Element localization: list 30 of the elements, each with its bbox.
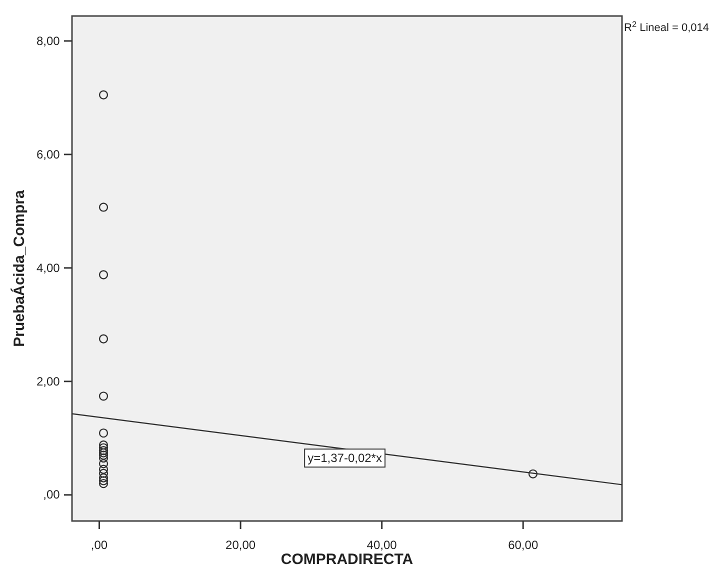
text: R$^{2}$ Lineal = 0,014	[624, 20, 710, 34]
point	[98, 450, 108, 460]
point	[98, 334, 108, 344]
point	[98, 459, 108, 468]
annotation: y=1,37-0,02*x	[308, 451, 382, 466]
point	[98, 270, 108, 280]
point	[98, 464, 108, 474]
point	[98, 90, 108, 100]
point	[98, 468, 108, 478]
y-axis-title: PruebaÁcida_Compra	[10, 189, 28, 347]
point	[98, 392, 108, 401]
point	[98, 476, 108, 486]
y-tick-label: 8,00	[36, 34, 60, 48]
y-tick-label: 6,00	[36, 147, 60, 162]
point	[98, 473, 108, 482]
point	[98, 453, 108, 463]
x-tick-label: ,00	[90, 538, 108, 552]
y-tick-label: 4,00	[36, 260, 60, 275]
point	[98, 443, 108, 452]
point	[98, 440, 108, 450]
x-tick-label: 20,00	[226, 538, 256, 552]
point	[528, 469, 538, 478]
x-tick-label: 40,00	[366, 538, 398, 552]
y-tick-label: ,00	[43, 488, 60, 502]
point	[98, 428, 108, 438]
point	[98, 478, 108, 488]
point	[98, 202, 108, 212]
x-axis-title: COMPRADIRECTA	[280, 551, 414, 568]
x-tick-label: 60,00	[508, 538, 538, 552]
y-tick-label: 2,00	[36, 374, 60, 388]
